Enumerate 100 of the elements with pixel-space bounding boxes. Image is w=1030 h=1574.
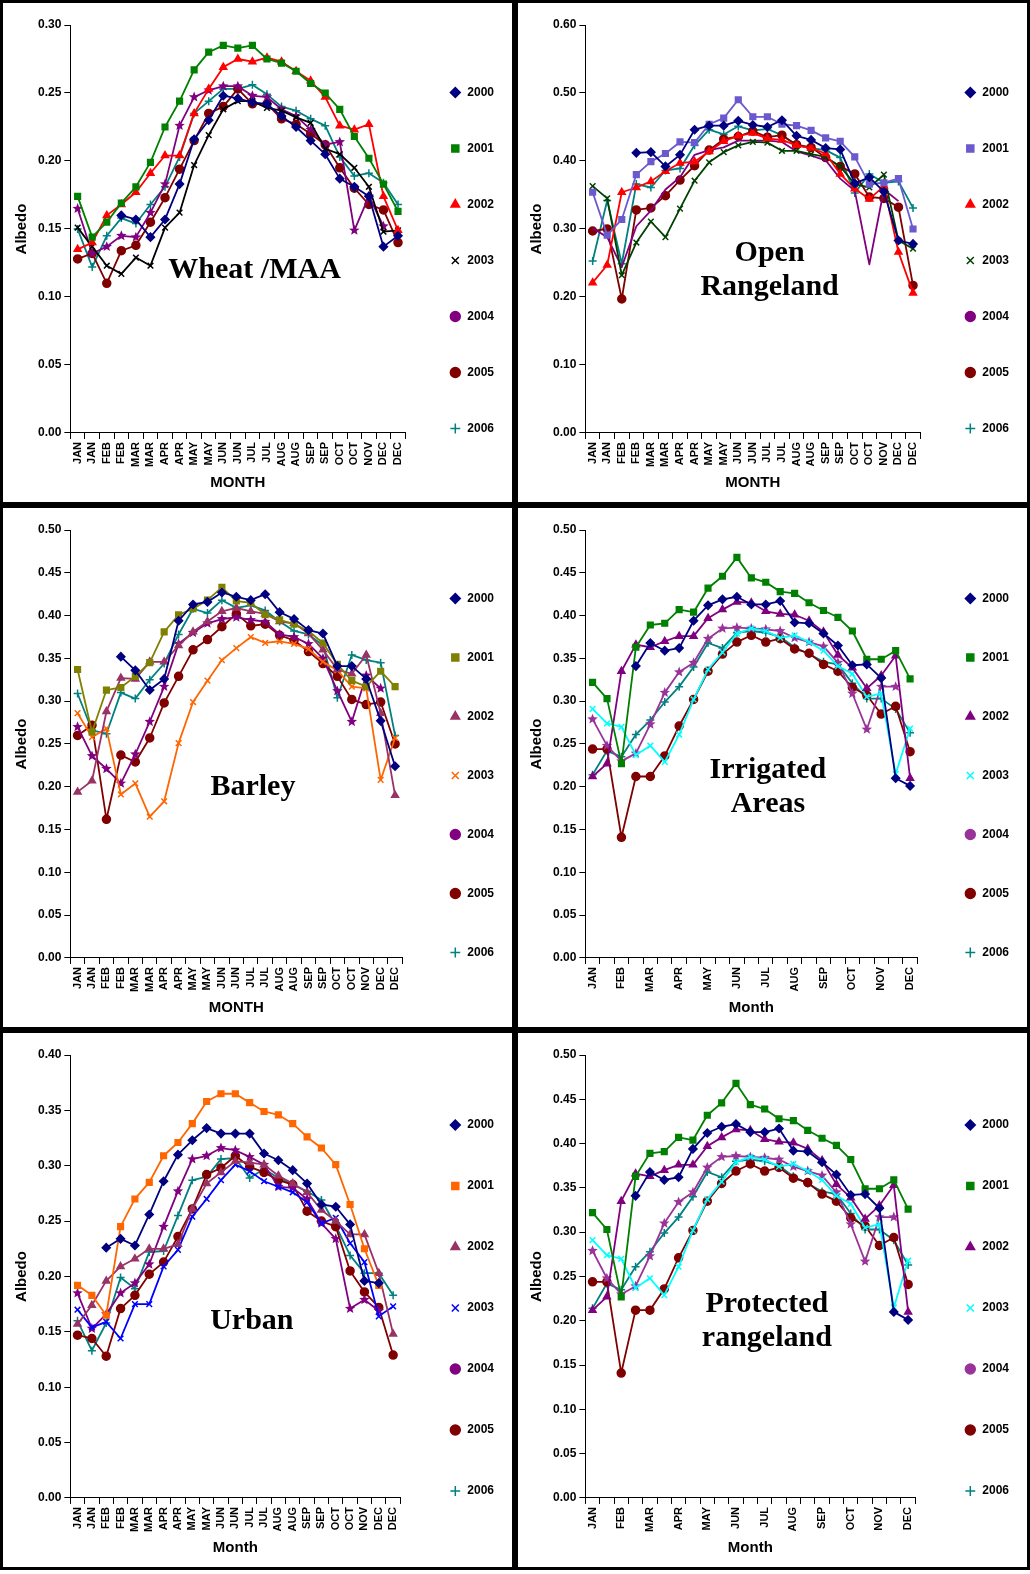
x-tick-label: MAR	[658, 441, 671, 468]
x-tick-label: APR	[156, 1506, 169, 1531]
legend-label: 2002	[982, 708, 1010, 723]
y-tick-label: 0.30	[38, 1158, 62, 1173]
x-tick-label: SEP	[816, 966, 829, 989]
y-tick-label: 0.30	[38, 17, 62, 32]
x-tick-label: DEC	[371, 1506, 384, 1531]
x-axis-title: MONTH	[210, 473, 266, 491]
x-tick-label: OCT	[328, 1506, 341, 1531]
y-tick-label: 0.30	[553, 221, 577, 236]
x-tick-label: MAR	[128, 441, 141, 468]
x-tick-label: MAR	[142, 966, 155, 993]
x-tick-label: FEB	[629, 441, 642, 464]
legend-label: 2001	[467, 140, 495, 155]
x-tick-label: JUL	[760, 441, 773, 463]
x-tick-label: MAR	[143, 441, 156, 468]
legend-label: 2002	[467, 196, 495, 211]
text: Irrigated Areas	[709, 750, 827, 818]
x-tick-label: JAN	[85, 441, 98, 464]
x-tick-label: SEP	[314, 1506, 327, 1529]
x-axis-title: Month	[728, 998, 774, 1016]
x-tick-label: FEB	[99, 441, 112, 464]
y-tick-label: 0.15	[553, 1357, 577, 1372]
legend-label: 2003	[982, 252, 1010, 267]
y-tick-label: 0.40	[38, 1047, 62, 1062]
y-tick-label: 0.35	[553, 1180, 577, 1195]
legend-label: 2001	[467, 649, 495, 664]
x-tick-label: MAR	[128, 966, 141, 993]
x-tick-label: MAY	[185, 1506, 198, 1531]
x-tick-label: JUN	[214, 966, 227, 989]
y-tick-label: 0.45	[553, 565, 577, 580]
x-axis-title: MONTH	[208, 998, 264, 1016]
y-tick-label: 0.10	[553, 1401, 577, 1416]
x-tick-label: MAR	[643, 441, 656, 468]
legend-label: 2001	[982, 1178, 1010, 1193]
text: Urban	[210, 1301, 294, 1335]
x-tick-label: APR	[171, 966, 184, 991]
legend-label: 2006	[982, 944, 1010, 959]
y-tick-label: 0.50	[553, 85, 577, 100]
y-tick-label: 0.15	[38, 221, 62, 236]
x-tick-label: OCT	[847, 441, 860, 466]
x-tick-label: NOV	[361, 441, 374, 466]
x-tick-label: SEP	[818, 441, 831, 464]
y-axis-title: Albedo	[527, 718, 545, 770]
x-tick-label: OCT	[344, 966, 357, 991]
x-tick-label: JUL	[258, 966, 271, 988]
x-tick-label: JAN	[585, 1506, 598, 1529]
x-tick-label: APR	[170, 1506, 183, 1531]
y-tick-label: 0.60	[553, 17, 577, 32]
y-tick-label: 0.45	[38, 565, 62, 580]
x-tick-label: MAY	[200, 966, 213, 991]
y-tick-label: 0.20	[38, 1268, 62, 1283]
x-tick-label: APR	[172, 441, 185, 466]
y-tick-label: 0.00	[553, 950, 577, 965]
y-tick-label: 0.25	[38, 85, 62, 100]
x-tick-label: NOV	[357, 1506, 370, 1531]
y-tick-label: 0.00	[553, 425, 577, 440]
x-tick-label: MAY	[186, 966, 199, 991]
y-tick-label: 0.20	[553, 1313, 577, 1328]
text: Protected rangeland	[701, 1284, 833, 1352]
x-tick-label: JUL	[758, 966, 771, 988]
legend-label: 2005	[982, 364, 1010, 379]
y-tick-label: 0.30	[553, 1224, 577, 1239]
legend-label: 2002	[467, 1239, 495, 1254]
legend-label: 2005	[467, 364, 495, 379]
x-tick-label: JUN	[745, 441, 758, 464]
y-axis-title: Albedo	[527, 1251, 545, 1302]
legend-label: 2002	[982, 1239, 1010, 1254]
x-tick-label: JAN	[70, 966, 83, 989]
x-tick-label: APR	[673, 441, 686, 466]
x-tick-label: JAN	[600, 441, 613, 464]
x-tick-label: SEP	[318, 441, 331, 464]
x-tick-label: SEP	[833, 441, 846, 464]
x-tick-label: DEC	[891, 441, 904, 466]
x-tick-label: AUG	[786, 1506, 799, 1532]
y-tick-label: 0.00	[553, 1490, 577, 1505]
legend-label: 2001	[982, 140, 1010, 155]
x-tick-label: MAY	[201, 441, 214, 466]
x-axis-title: Month	[212, 1538, 258, 1556]
y-tick-label: 0.10	[553, 357, 577, 372]
y-tick-label: 0.20	[38, 779, 62, 794]
x-tick-label: SEP	[301, 966, 314, 989]
x-tick-label: NOV	[359, 966, 372, 991]
y-tick-label: 0.05	[553, 907, 577, 922]
y-tick-label: 0.50	[553, 522, 577, 537]
y-tick-label: 0.10	[553, 864, 577, 879]
y-axis-title: Albedo	[527, 203, 545, 255]
y-tick-label: 0.25	[553, 736, 577, 751]
x-tick-label: OCT	[843, 1506, 856, 1531]
x-tick-label: MAR	[643, 966, 656, 993]
legend-label: 2005	[982, 1422, 1010, 1437]
x-tick-label: SEP	[300, 1506, 313, 1529]
x-tick-label: AUG	[289, 441, 302, 467]
x-tick-label: MAR	[142, 1506, 155, 1533]
x-tick-label: MAY	[199, 1506, 212, 1531]
x-tick-label: DEC	[906, 441, 919, 466]
x-tick-label: JUL	[257, 1506, 270, 1528]
legend-label: 2003	[467, 767, 495, 782]
x-tick-label: OCT	[343, 1506, 356, 1531]
x-tick-label: MAR	[127, 1506, 140, 1533]
